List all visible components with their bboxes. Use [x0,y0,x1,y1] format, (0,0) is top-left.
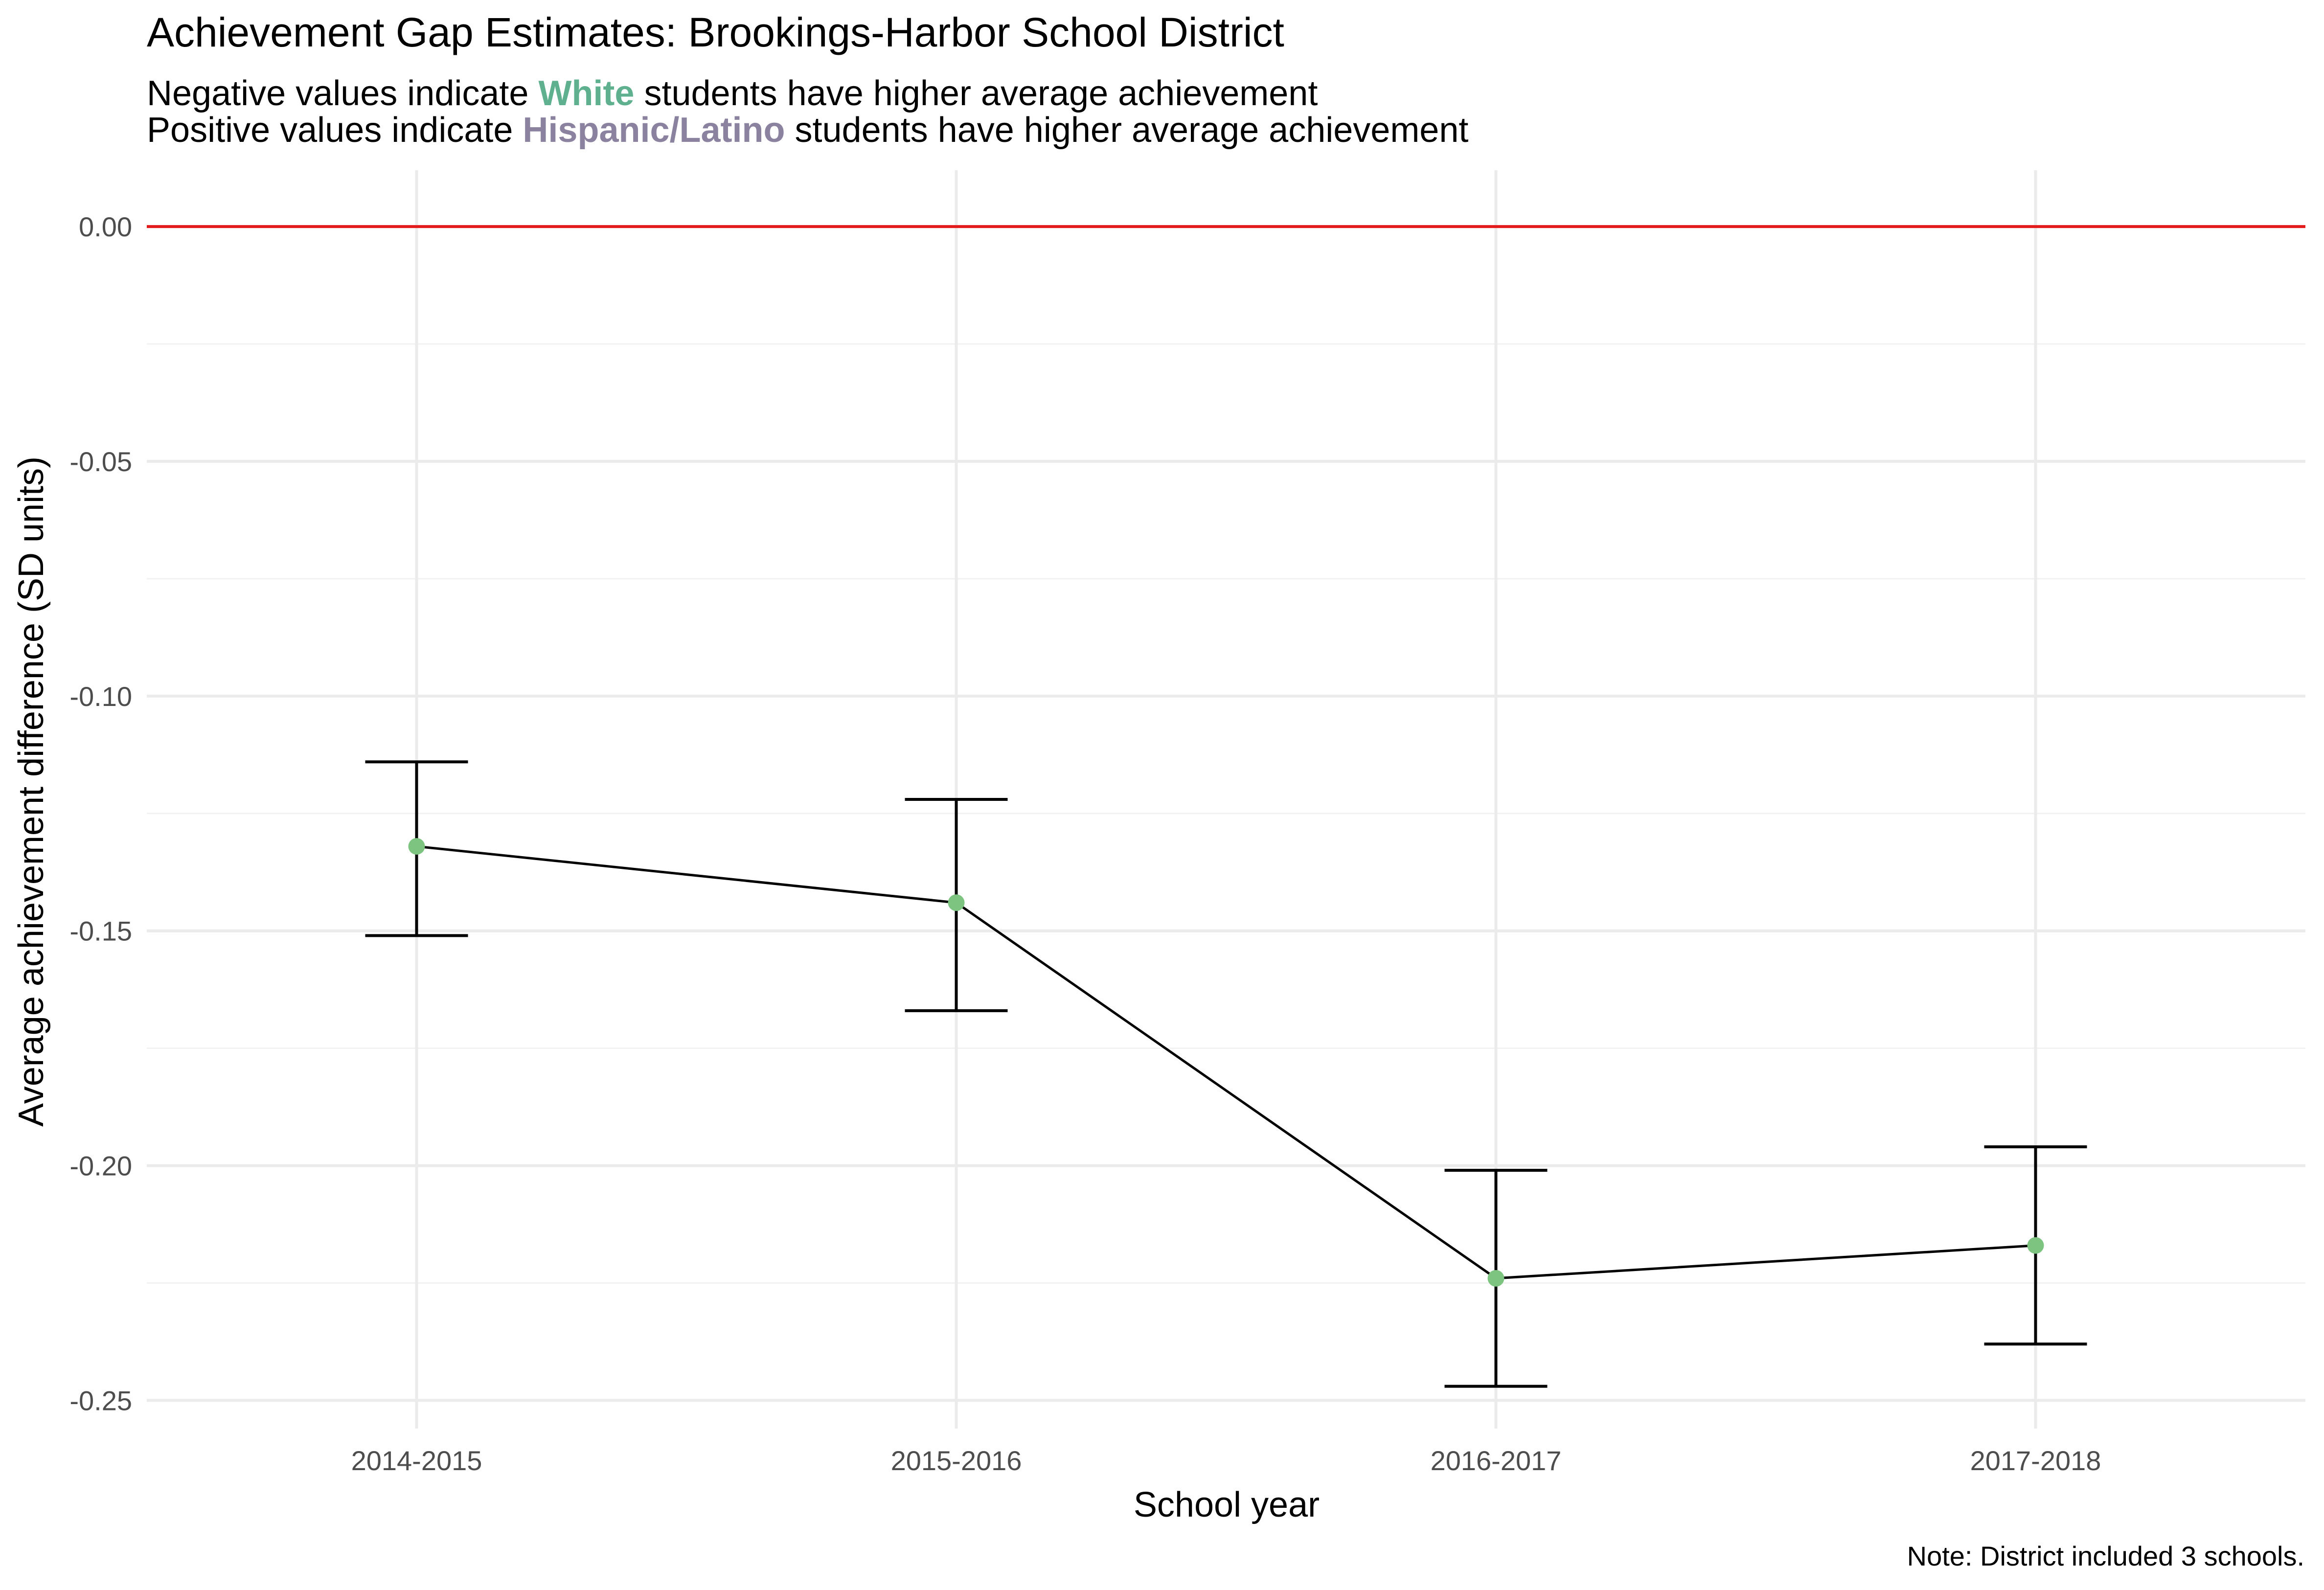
y-tick-label: -0.05 [69,446,132,477]
chart-subtitle-line-2: Positive values indicate Hispanic/Latino… [147,111,1468,150]
chart-caption: Note: District included 3 schools. [1907,1541,2304,1571]
x-tick-label: 2014-2015 [351,1445,482,1476]
series-group [365,760,2087,1388]
chart-subtitle-line-1: Negative values indicate White students … [147,74,1318,113]
x-axis-title: School year [1134,1485,1320,1524]
chart-title: Achievement Gap Estimates: Brookings-Har… [147,9,1284,55]
data-point [408,838,425,855]
data-point [2027,1237,2044,1254]
y-tick-label: 0.00 [79,211,132,242]
x-tick-label: 2017-2018 [1970,1445,2101,1476]
x-axis-tick-labels: 2014-2015 2015-2016 2016-2017 2017-2018 [351,1445,2101,1476]
data-point [1487,1270,1504,1287]
x-tick-label: 2016-2017 [1431,1445,1562,1476]
y-tick-label: -0.20 [69,1151,132,1181]
series-line [416,845,2036,1280]
y-tick-label: -0.15 [69,916,132,947]
x-tick-label: 2015-2016 [891,1445,1022,1476]
y-axis-tick-labels: 0.00 -0.05 -0.10 -0.15 -0.20 -0.25 [69,211,132,1416]
subtitle-2-prefix: Positive values indicate [147,111,523,150]
subtitle-hispanic-highlight: Hispanic/Latino [523,111,785,150]
data-point [948,894,965,911]
y-tick-label: -0.10 [69,681,132,712]
y-axis-title: Average achievement difference (SD units… [12,456,51,1127]
subtitle-1-prefix: Negative values indicate [147,74,538,113]
subtitle-white-highlight: White [538,74,634,113]
y-tick-label: -0.25 [69,1385,132,1416]
subtitle-2-suffix: students have higher average achievement [785,111,1468,150]
subtitle-1-suffix: students have higher average achievement [634,74,1318,113]
